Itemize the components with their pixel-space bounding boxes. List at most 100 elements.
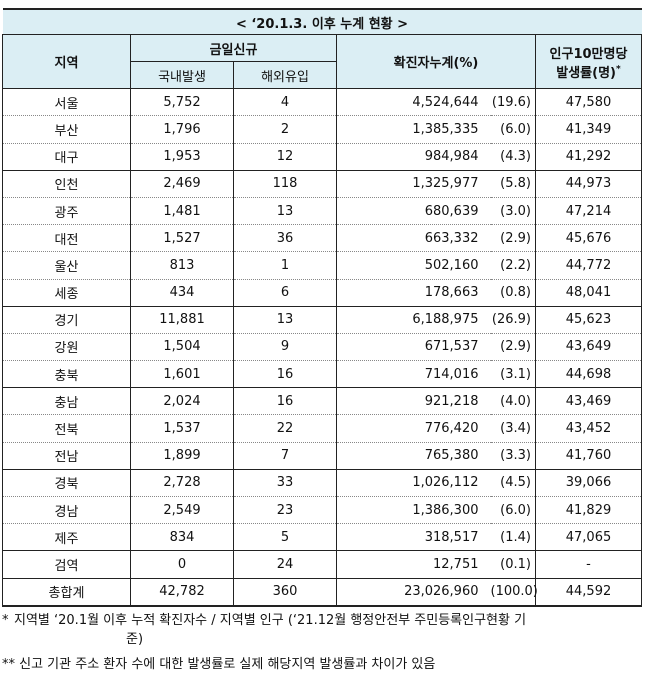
cell-cumulative: 502,160 — [336, 251, 491, 279]
header-region: 지역 — [2, 33, 131, 90]
cell-imported: 12 — [233, 142, 337, 171]
cell-cumulative: 178,663 — [336, 278, 491, 307]
table-row: 제주 834 5 318,517 (1.4) 47,065 — [2, 523, 642, 551]
cell-domestic: 2,024 — [130, 387, 234, 415]
cell-region: 대구 — [2, 142, 131, 171]
cell-pct: (2.2) — [490, 251, 536, 279]
cell-domestic: 1,953 — [130, 142, 234, 171]
cell-pct: (2.9) — [490, 332, 536, 361]
cell-imported: 13 — [233, 305, 337, 334]
cell-rate: - — [535, 550, 642, 579]
cell-region: 충남 — [2, 387, 131, 415]
header-new-today: 금일신규 — [130, 33, 337, 63]
cell-region: 서울 — [2, 88, 131, 116]
cell-imported: 33 — [233, 468, 337, 497]
cell-rate: 47,214 — [535, 196, 642, 225]
cell-rate: 44,592 — [535, 577, 642, 607]
cell-cumulative: 765,380 — [336, 441, 491, 470]
footnotes: * 지역별 ‘20.1월 이후 누적 확진자수 / 지역별 인구 (‘21.12… — [2, 611, 641, 674]
table-body: 서울 5,752 4 4,524,644 (19.6) 47,580 부산 1,796 2 1,3… — [2, 88, 642, 607]
cell-cumulative: 1,026,112 — [336, 468, 491, 497]
table-row: 인천 2,469 118 1,325,977 (5.8) 44,973 — [2, 169, 642, 198]
cell-region: 부산 — [2, 115, 131, 144]
cell-region: 대전 — [2, 224, 131, 252]
table-row: 대전 1,527 36 663,332 (2.9) 45,676 — [2, 224, 642, 252]
cell-cumulative: 921,218 — [336, 387, 491, 415]
footnote-2: ** 신고 기관 주소 환자 수에 대한 발생률로 실제 해당지역 발생률과 차… — [2, 656, 436, 672]
cell-domestic: 2,549 — [130, 495, 234, 524]
cell-domestic: 813 — [130, 251, 234, 279]
cell-imported: 24 — [233, 550, 337, 579]
footnote-1: * 지역별 ‘20.1월 이후 누적 확진자수 / 지역별 인구 (‘21.12… — [2, 611, 641, 649]
header-domestic: 국내발생 — [130, 61, 234, 90]
cell-imported: 2 — [233, 115, 337, 144]
cell-rate: 41,292 — [535, 142, 642, 171]
header-rate-line2: 발생률(명)* — [556, 64, 621, 81]
cell-rate: 43,469 — [535, 387, 642, 415]
cell-rate: 41,760 — [535, 441, 642, 470]
header-cumulative: 확진자누계(%) — [336, 33, 536, 90]
cell-rate: 41,829 — [535, 495, 642, 524]
cell-imported: 16 — [233, 360, 337, 388]
cell-region: 인천 — [2, 169, 131, 198]
cell-imported: 360 — [233, 577, 337, 607]
table-row: 대구 1,953 12 984,984 (4.3) 41,292 — [2, 142, 642, 171]
cell-rate: 47,580 — [535, 88, 642, 116]
table-row: 서울 5,752 4 4,524,644 (19.6) 47,580 — [2, 88, 642, 116]
header-imported: 해외유입 — [233, 61, 337, 90]
cell-region: 충북 — [2, 360, 131, 388]
cell-cumulative: 318,517 — [336, 523, 491, 551]
cell-domestic: 42,782 — [130, 577, 234, 607]
cell-pct: (3.1) — [490, 360, 536, 388]
cell-region: 제주 — [2, 523, 131, 551]
cell-pct: (100.0) — [490, 577, 538, 607]
cell-rate: 43,649 — [535, 332, 642, 361]
cell-domestic: 1,481 — [130, 196, 234, 225]
cell-domestic: 1,899 — [130, 441, 234, 470]
cell-cumulative: 680,639 — [336, 196, 491, 225]
cumulative-status-table-block: < ‘20.1.3. 이후 누계 현황 > 지역 금일신규 확진자누계(%) 인… — [2, 8, 642, 674]
table-row: 경기 11,881 13 6,188,975 (26.9) 45,623 — [2, 305, 642, 334]
cell-pct: (0.8) — [490, 278, 536, 307]
cell-rate: 44,973 — [535, 169, 642, 198]
cell-pct: (0.1) — [490, 550, 536, 579]
table-title: < ‘20.1.3. 이후 누계 현황 > — [2, 8, 642, 35]
cell-imported: 22 — [233, 414, 337, 443]
cell-rate: 41,349 — [535, 115, 642, 144]
table-row: 세종 434 6 178,663 (0.8) 48,041 — [2, 278, 642, 307]
footnote-1-line1: 지역별 ‘20.1월 이후 누적 확진자수 / 지역별 인구 (‘21.12월 … — [14, 612, 527, 628]
cell-region: 총합계 — [2, 577, 131, 607]
cell-domestic: 11,881 — [130, 305, 234, 334]
cell-rate: 43,452 — [535, 414, 642, 443]
cell-pct: (4.5) — [490, 468, 536, 497]
cell-rate: 39,066 — [535, 468, 642, 497]
cell-domestic: 2,469 — [130, 169, 234, 198]
total-row: 총합계 42,782 360 23,026,960 (100.0) 44,592 — [2, 577, 642, 607]
cell-pct: (5.8) — [490, 169, 536, 198]
table-row: 강원 1,504 9 671,537 (2.9) 43,649 — [2, 332, 642, 361]
cell-imported: 118 — [233, 169, 337, 198]
cell-imported: 7 — [233, 441, 337, 470]
cell-region: 검역 — [2, 550, 131, 579]
cell-imported: 36 — [233, 224, 337, 252]
cell-imported: 13 — [233, 196, 337, 225]
cell-pct: (3.3) — [490, 441, 536, 470]
cell-cumulative: 1,385,335 — [336, 115, 491, 144]
table-row: 충북 1,601 16 714,016 (3.1) 44,698 — [2, 360, 642, 388]
cell-region: 광주 — [2, 196, 131, 225]
cell-cumulative: 1,325,977 — [336, 169, 491, 198]
cell-domestic: 1,796 — [130, 115, 234, 144]
cell-imported: 16 — [233, 387, 337, 415]
cell-region: 경북 — [2, 468, 131, 497]
cell-cumulative: 23,026,960 — [336, 577, 491, 607]
cell-imported: 23 — [233, 495, 337, 524]
cell-pct: (3.0) — [490, 196, 536, 225]
header-rate-mark: * — [616, 64, 621, 75]
cell-region: 경기 — [2, 305, 131, 334]
cell-domestic: 1,601 — [130, 360, 234, 388]
table-row: 경북 2,728 33 1,026,112 (4.5) 39,066 — [2, 468, 642, 497]
cell-cumulative: 663,332 — [336, 224, 491, 252]
footnote-1-line2: 준) — [126, 631, 144, 647]
cell-region: 세종 — [2, 278, 131, 307]
table-row: 전북 1,537 22 776,420 (3.4) 43,452 — [2, 414, 642, 443]
